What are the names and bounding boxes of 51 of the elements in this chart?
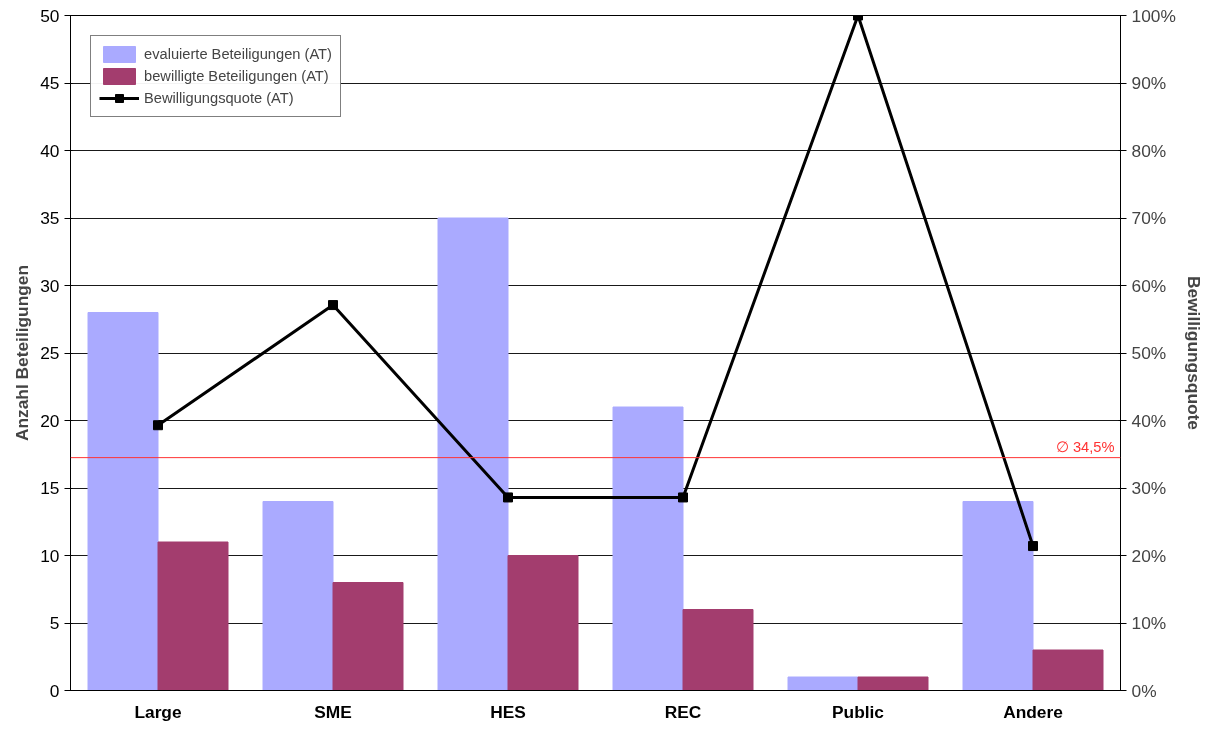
legend-label: Bewilligungsquote (AT) — [144, 90, 294, 106]
y-tick-label: 20 — [40, 410, 60, 431]
y-tick-label: 25 — [40, 343, 60, 363]
y2-tick-label: 20% — [1131, 545, 1167, 566]
point — [328, 300, 338, 311]
point — [678, 492, 688, 503]
y2-tick-label: 100% — [1131, 5, 1176, 26]
legend-label: evaluierte Beteiligungen (AT) — [144, 46, 332, 62]
x-tick-label: Large — [134, 701, 182, 722]
y2-tick-label: 10% — [1131, 613, 1167, 633]
x-tick-label: Andere — [1003, 701, 1064, 722]
bar — [437, 217, 509, 691]
y-tick-label: 45 — [40, 73, 60, 93]
y-tick-label: 40 — [40, 140, 60, 161]
y-tick-label: 10 — [40, 545, 60, 566]
y-tick-label: 50 — [40, 5, 60, 26]
point — [1028, 541, 1038, 552]
point — [153, 420, 163, 431]
bar — [682, 609, 754, 691]
x-tick-label: Public — [832, 701, 885, 722]
bar — [857, 676, 929, 691]
bar — [507, 555, 579, 691]
y-tick-label: 30 — [40, 275, 60, 296]
y2-tick-label: 50% — [1131, 343, 1167, 363]
y-axis-title: Anzahl Beteiligungen — [12, 264, 33, 442]
bar — [262, 501, 334, 691]
x-tick-label: REC — [664, 701, 702, 722]
y-tick-label: 35 — [40, 208, 60, 228]
point — [503, 492, 513, 503]
x-tick-label: SME — [314, 701, 352, 722]
bar — [87, 312, 159, 691]
y-tick-label: 5 — [49, 613, 60, 633]
y2-tick-label: 70% — [1131, 208, 1167, 228]
ref-line-label: ∅ 34,5% — [1055, 438, 1115, 455]
y2-tick-label: 0% — [1131, 680, 1157, 701]
y2-axis-title: Bewilligungsquote — [1183, 275, 1204, 431]
y2-tick-label: 90% — [1131, 73, 1167, 93]
y-tick-label: 15 — [40, 478, 60, 498]
y2-tick-label: 40% — [1131, 410, 1167, 431]
bar — [612, 406, 684, 691]
bar — [157, 541, 229, 691]
y2-tick-label: 60% — [1131, 275, 1167, 296]
bar — [332, 582, 404, 691]
y-tick-label: 0 — [49, 680, 60, 701]
bar — [1032, 649, 1104, 691]
y2-tick-label: 80% — [1131, 140, 1167, 161]
y2-tick-label: 30% — [1131, 478, 1167, 498]
x-tick-label: HES — [490, 701, 526, 722]
bar — [962, 501, 1034, 691]
bar — [787, 676, 859, 691]
legend-label: bewilligte Beteiligungen (AT) — [144, 68, 329, 84]
